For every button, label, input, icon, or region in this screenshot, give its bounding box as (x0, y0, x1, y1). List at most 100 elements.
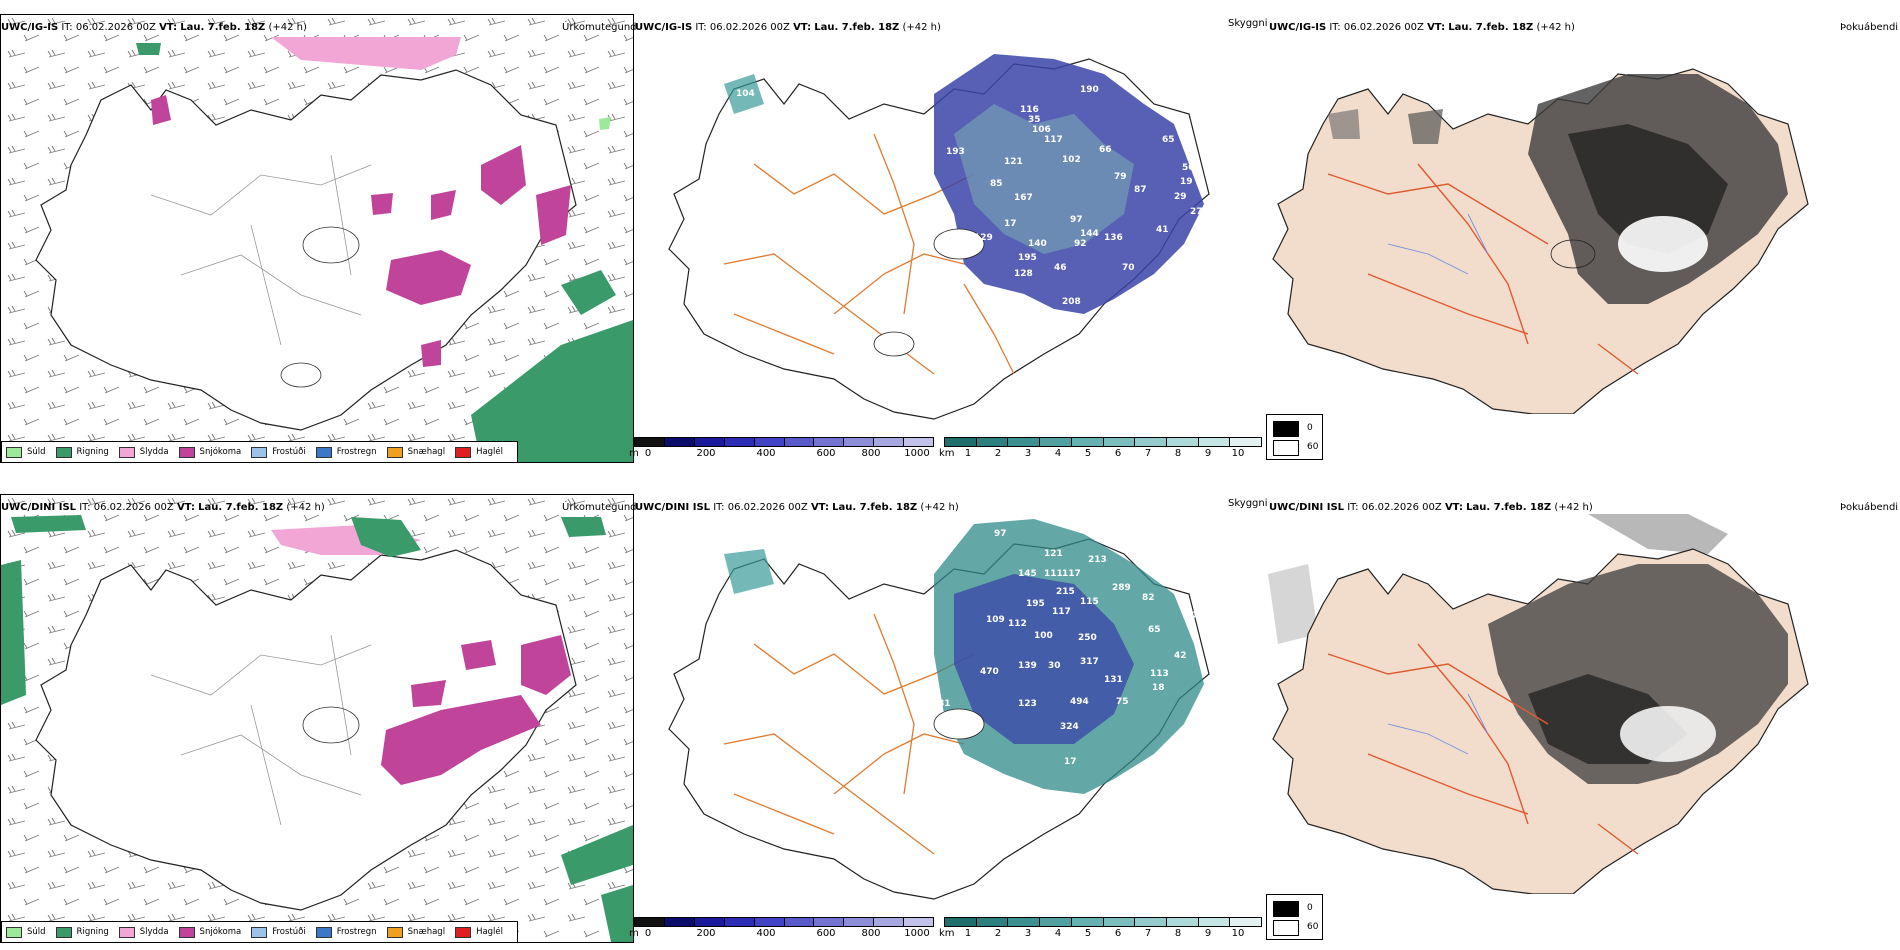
legend-label: Súld (27, 447, 46, 457)
vis-label-layer: 33 97 64 121 213 111 117 145 289 115 82 … (786, 513, 1197, 767)
value-label: 81 (938, 699, 951, 709)
value-label: 121 (1044, 549, 1063, 559)
value-label: 470 (980, 667, 999, 677)
vis-label-layer: 104 46 193 116 106 85 190 66 79 50 35 11… (736, 85, 1203, 307)
value-label: 66 (1099, 145, 1112, 155)
tick-label: 1000 (904, 448, 930, 459)
precip-header: UWC/IG-IS IT: 06.02.2026 00Z VT: Lau. 7.… (1, 22, 307, 33)
legend-label: Frostúði (272, 447, 306, 457)
legend-item: Snæhagl (386, 446, 446, 458)
visibility-title: Skyggni (1228, 498, 1268, 509)
tick-label: 5 (1084, 448, 1092, 459)
value-label: 65 (1162, 135, 1175, 145)
value-label: 64 (786, 549, 799, 559)
lead-time: (+42 h) (902, 22, 941, 33)
legend-label: Slydda (139, 927, 169, 937)
value-label: 97 (1070, 215, 1083, 225)
legend-item: Frostregn (315, 926, 377, 938)
tick-label: 5 (1084, 928, 1092, 939)
rain-area (561, 517, 606, 537)
fog-legend: 0 60 (1266, 414, 1323, 460)
legend-item: Frostúði (251, 926, 306, 938)
tick-label: 6 (1114, 928, 1122, 939)
legend-swatch (178, 926, 195, 938)
value-label: 82 (1142, 593, 1155, 603)
fog-legend-low: 60 (1307, 442, 1319, 452)
tick-label: 0 (644, 928, 652, 939)
tick-label: 200 (696, 928, 716, 939)
tick-label: 10 (1231, 928, 1245, 939)
legend-label: Frostúði (272, 927, 306, 937)
snow-area (421, 340, 441, 367)
value-label: 117 (1052, 607, 1071, 617)
sprinkle-area (599, 117, 611, 130)
legend-label: Snjókoma (199, 447, 242, 457)
precip-title: Úrkomutegund (562, 22, 637, 33)
snow-area (481, 145, 526, 205)
value-label: 70 (1122, 263, 1135, 273)
value-label: 139 (1018, 661, 1037, 671)
value-label: 250 (1078, 633, 1097, 643)
legend-label: Rigning (76, 447, 109, 457)
legend-swatch (6, 446, 22, 458)
tick-label: 1 (964, 928, 972, 939)
sleet-area (271, 37, 461, 70)
row-2: Súld Rigning Slydda Snjókoma Frostúði Fr… (0, 480, 1900, 950)
colorbar-strip (944, 437, 1262, 447)
value-label: 131 (1104, 675, 1123, 685)
fog-legend-high: 0 (1307, 423, 1313, 433)
rain-area (561, 270, 616, 315)
legend-swatch (251, 926, 268, 938)
legend-swatch (386, 446, 403, 458)
value-label: 106 (1032, 125, 1051, 135)
value-label: 112 (1008, 619, 1027, 629)
height-colorbar: m 0 200 400 600 800 1000 (629, 437, 934, 467)
lead-time: (+42 h) (1536, 22, 1575, 33)
visibility-ticks: 1 2 3 4 5 6 7 8 9 10 (944, 927, 1262, 941)
fog-map (1268, 514, 1809, 894)
lead-time: (+42 h) (1554, 502, 1593, 513)
legend-swatch (6, 926, 22, 938)
value-label: 85 (990, 179, 1003, 189)
value-label: 167 (1014, 193, 1033, 203)
value-label: 50 (1182, 163, 1195, 173)
legend-label: Haglél (476, 447, 504, 457)
value-label: 104 (736, 89, 755, 99)
rain-area (136, 43, 161, 55)
legend-item: Frostúði (251, 446, 306, 458)
lead-time: (+42 h) (920, 502, 959, 513)
fog-swatch-low (1273, 440, 1299, 456)
value-label: 35 (1028, 115, 1041, 125)
snow-area (411, 680, 446, 707)
visibility-unit: km (939, 448, 955, 459)
model-name: UWC/DINI ISL (1269, 502, 1345, 513)
value-label: 190 (1080, 85, 1099, 95)
legend-label: Slydda (139, 447, 169, 457)
precip-legend: Súld Rigning Slydda Snjókoma Frostúði Fr… (1, 921, 519, 943)
legend-item: Súld (6, 446, 46, 458)
rain-area (11, 515, 86, 533)
tick-label: 800 (861, 928, 881, 939)
precip-panel: Súld Rigning Slydda Snjókoma Frostúði Fr… (0, 14, 634, 463)
tick-label: 2 (994, 928, 1002, 939)
init-time: IT: 06.02.2026 00Z (713, 502, 808, 513)
height-unit: m (629, 448, 639, 459)
legend-swatch (455, 926, 472, 938)
legend-swatch (251, 446, 268, 458)
value-label: 129 (974, 233, 993, 243)
legend-swatch (455, 446, 472, 458)
fog-panel (1268, 494, 1900, 894)
visibility-unit: km (939, 928, 955, 939)
vt-label: VT: (810, 502, 829, 513)
value-label: 30 (1048, 661, 1061, 671)
legend-swatch (118, 446, 135, 458)
value-label: 195 (1018, 253, 1037, 263)
legend-item: Slydda (118, 926, 169, 938)
value-label: 33 (990, 513, 1003, 523)
tick-label: 2 (994, 448, 1002, 459)
fog-swatch-high (1273, 421, 1299, 437)
value-label: 17 (1064, 757, 1077, 767)
value-label: 117 (1044, 135, 1063, 145)
legend-swatch (55, 926, 72, 938)
legend-label: Snæhagl (407, 447, 446, 457)
